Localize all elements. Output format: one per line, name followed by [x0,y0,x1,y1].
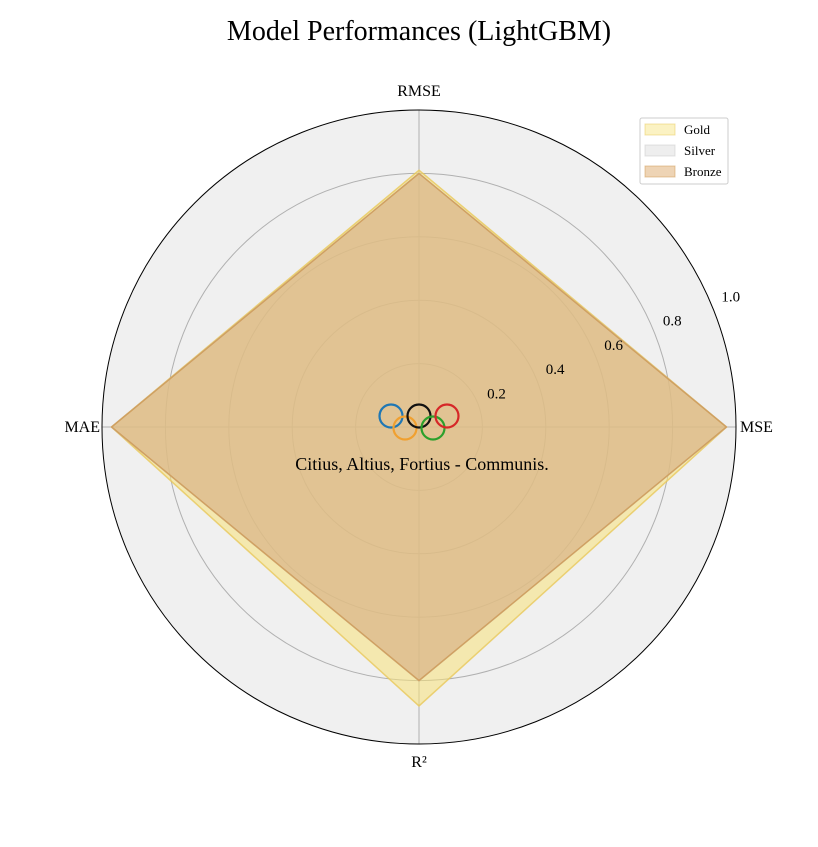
legend-swatch-silver [644,144,676,157]
axis-label-0: RMSE [397,83,441,100]
chart-title: Model Performances (LightGBM) [227,16,611,47]
polar-frame [101,109,737,745]
rtick-label-4: 1.0 [721,289,740,305]
legend-swatch-bronze [644,165,676,178]
legend-label-gold: Gold [684,122,711,137]
radial-tick-labels: 0.2 0.4 0.6 0.8 1.0 [487,289,740,402]
olympic-rings-icon [378,403,460,441]
motto-annotation: Citius, Altius, Fortius - Communis. [295,454,549,474]
axis-labels: RMSE MSE R² MAE [64,83,772,771]
rtick-label-1: 0.4 [546,362,565,378]
legend-label-silver: Silver [684,143,716,158]
axis-label-3: MAE [64,419,100,436]
legend-swatch-gold [644,123,676,136]
rtick-label-2: 0.6 [604,338,623,354]
legend: Gold Silver Bronze [639,117,729,185]
axis-label-1: MSE [740,419,773,436]
series-polygon-gold [110,169,728,707]
axis-label-2: R² [411,754,427,771]
legend-label-bronze: Bronze [684,164,722,179]
rtick-label-0: 0.2 [487,386,506,402]
rtick-label-3: 0.8 [663,314,682,330]
ring-4 [434,403,460,429]
